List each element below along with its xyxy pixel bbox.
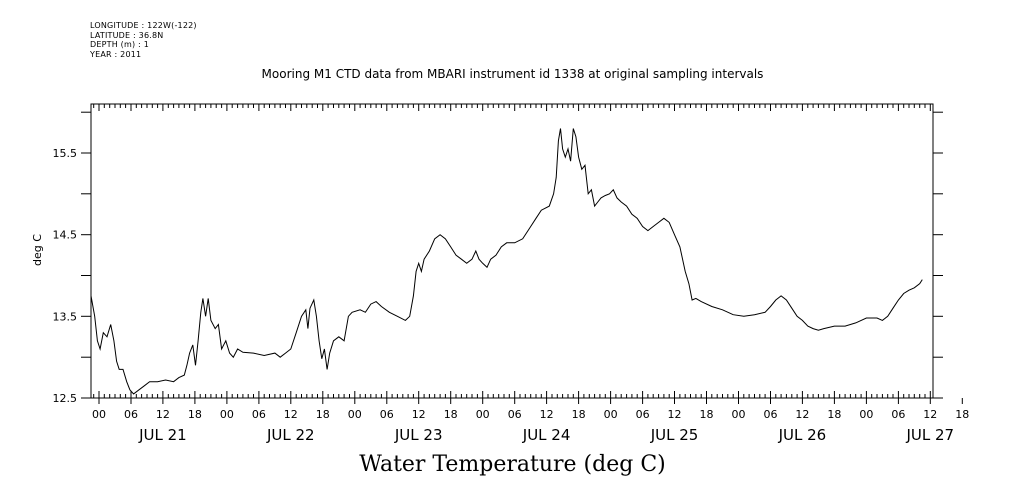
longitude-line: LONGITUDE : 122W(-122) xyxy=(90,21,197,30)
x-day-label: JUL 21 xyxy=(138,426,187,444)
latitude-line: LATITUDE : 36.8N xyxy=(90,30,164,40)
x-day-label: JUL 26 xyxy=(778,426,827,444)
x-hour-label: 06 xyxy=(124,408,138,421)
x-day-label: JUL 24 xyxy=(522,426,571,444)
x-hour-label: 00 xyxy=(604,408,618,421)
x-axis: 00 06 12 18 00 06 12 18 00 06 12 18 00 06 12 18 00 06 12 18… xyxy=(92,398,969,444)
year-line: YEAR : 2011 xyxy=(90,49,142,59)
x-hour-label: 18 xyxy=(955,408,969,421)
x-hour-label: 18 xyxy=(444,408,458,421)
x-hour-label: 12 xyxy=(284,408,298,421)
x-hour-label: 18 xyxy=(188,408,202,421)
x-hour-label: 12 xyxy=(668,408,682,421)
temperature-series-line xyxy=(90,128,923,395)
y-tick-label: 15.5 xyxy=(53,147,78,160)
x-hour-label: 06 xyxy=(380,408,394,421)
y-axis: 12.5 13.5 14.5 15.5 xyxy=(53,111,943,405)
x-hour-label: 06 xyxy=(764,408,778,421)
plot-frame xyxy=(90,103,934,399)
x-hour-label: 00 xyxy=(92,408,106,421)
x-hour-label: 18 xyxy=(827,408,841,421)
x-hour-label: 06 xyxy=(891,408,905,421)
x-hour-label: 18 xyxy=(316,408,330,421)
x-hour-label: 00 xyxy=(732,408,746,421)
depth-line: DEPTH (m) : 1 xyxy=(90,40,149,50)
x-hour-label: 12 xyxy=(412,408,426,421)
y-tick-label: 13.5 xyxy=(53,310,78,323)
x-hour-label: 12 xyxy=(795,408,809,421)
x-hour-label: 00 xyxy=(859,408,873,421)
temperature-chart: 12.5 13.5 14.5 15.5 00 06 12 18 00 06 12 18 00 06 12 1… xyxy=(31,103,969,444)
minor-ticks xyxy=(93,104,931,398)
x-hour-label: 12 xyxy=(540,408,554,421)
chart-caption: Water Temperature (deg C) xyxy=(359,452,666,477)
y-tick-label: 14.5 xyxy=(53,229,78,242)
y-axis-label: deg C xyxy=(31,234,44,266)
x-hour-label: 00 xyxy=(220,408,234,421)
x-hour-label: 06 xyxy=(252,408,266,421)
x-hour-label: 00 xyxy=(476,408,490,421)
x-hour-label: 18 xyxy=(572,408,586,421)
x-hour-label: 06 xyxy=(636,408,650,421)
metadata-block: LONGITUDE : 122W(-122) LATITUDE : 36.8N … xyxy=(90,21,197,59)
x-hour-label: 06 xyxy=(508,408,522,421)
y-tick-label: 12.5 xyxy=(53,392,78,405)
plot-border xyxy=(90,103,934,399)
x-day-label: JUL 23 xyxy=(394,426,443,444)
x-day-label: JUL 25 xyxy=(650,426,699,444)
x-hour-label: 00 xyxy=(348,408,362,421)
x-hour-label: 12 xyxy=(156,408,170,421)
x-hour-label: 18 xyxy=(700,408,714,421)
x-day-label: JUL 27 xyxy=(905,426,954,444)
x-day-label: JUL 22 xyxy=(266,426,315,444)
chart-title: Mooring M1 CTD data from MBARI instrumen… xyxy=(261,67,764,81)
x-hour-label: 12 xyxy=(923,408,937,421)
